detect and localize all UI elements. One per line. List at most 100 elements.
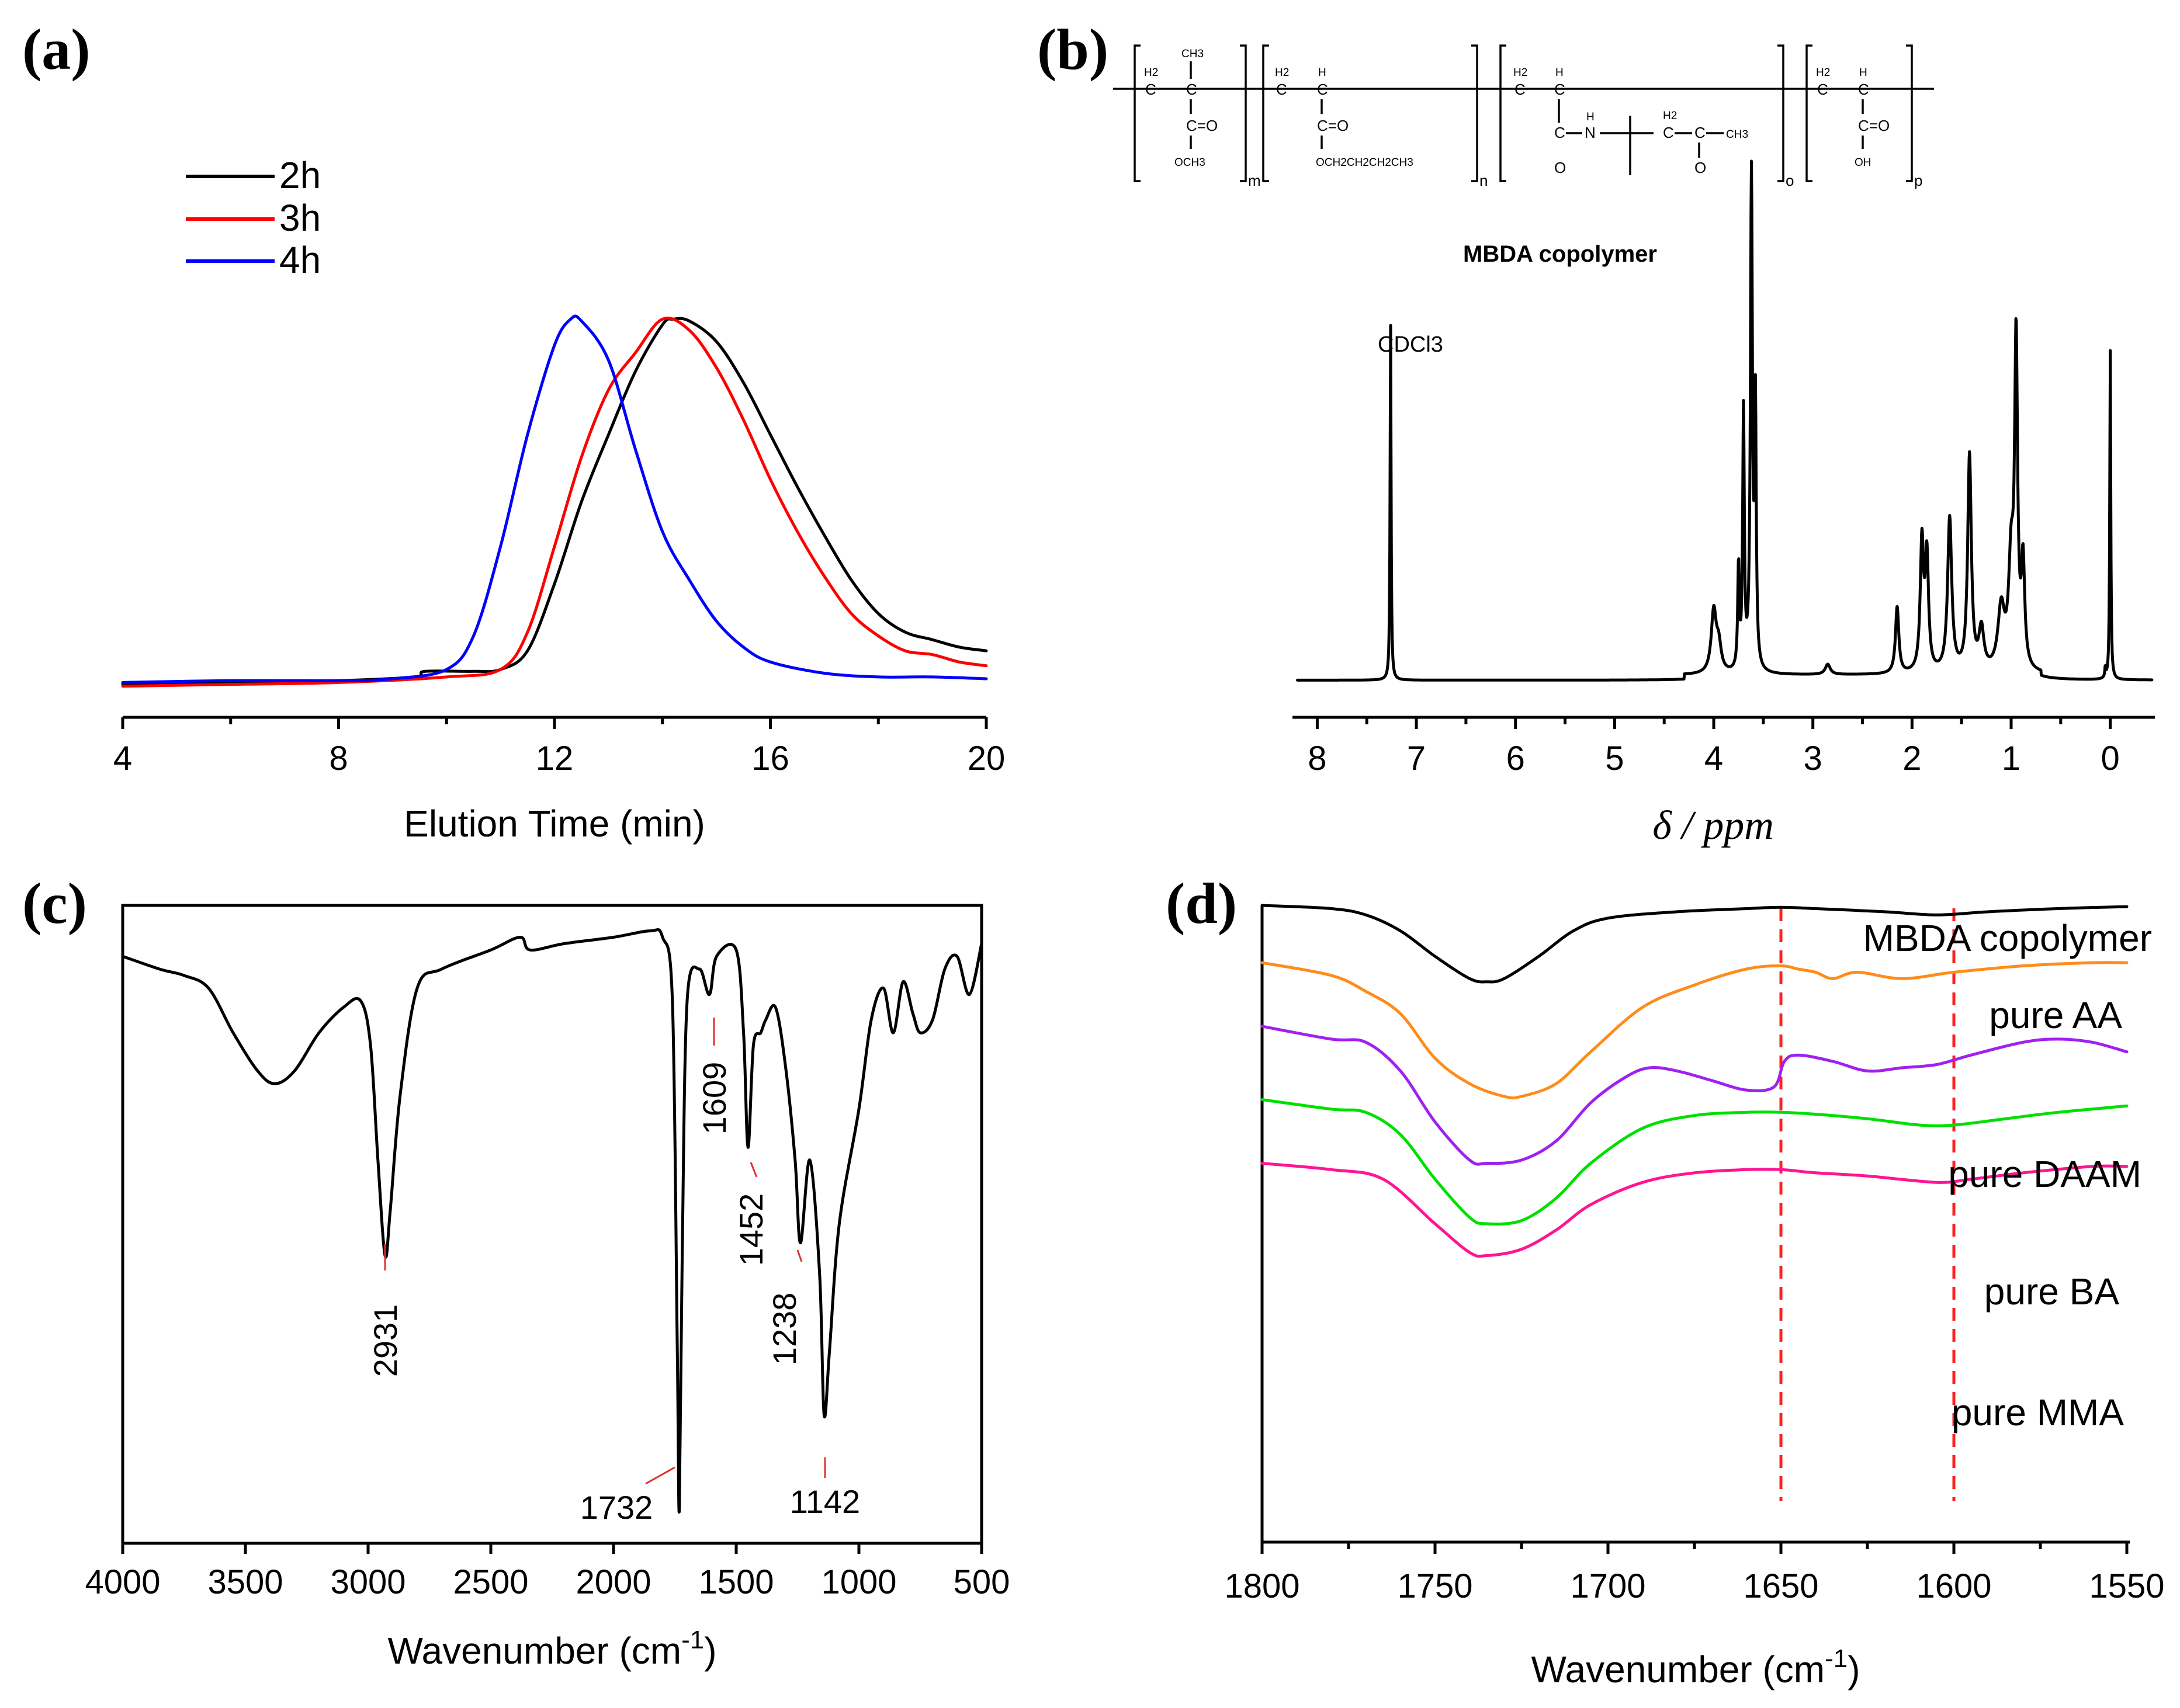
panel-c-x-label: Wavenumber (cm-1) (387, 1626, 716, 1672)
daam-c1: C (1514, 81, 1526, 98)
panel-c-x-label-text: Wavenumber (cm (387, 1630, 681, 1672)
panel-c-x-label-exp: -1 (681, 1626, 704, 1654)
panel-b-tick-label-6: 6 (1506, 740, 1525, 777)
aa-c2: C (1858, 81, 1869, 98)
daam-ch3: CH3 (1726, 129, 1748, 141)
panel-c-tick-label-4000: 4000 (85, 1563, 160, 1601)
panel-a-series (123, 316, 986, 686)
panel-b-tick-label-0: 0 (2101, 740, 2120, 777)
peak-label-1732: 1732 (580, 1489, 653, 1526)
panel-b-tick-label-8: 8 (1308, 740, 1326, 777)
mma-c2: C (1186, 81, 1197, 98)
daam-h: H (1555, 67, 1564, 79)
panel-c-series (123, 930, 982, 1512)
panel-a-gpc-chart: 4 8 12 16 20 Elution Time (min) 2h 3h 4h (113, 154, 1005, 845)
panel-d-ticks: 1800 1750 1700 1650 1600 1550 (1224, 1542, 2164, 1605)
panel-b-tick-label-3: 3 (1804, 740, 1822, 777)
panel-a-tick-label-16: 16 (751, 740, 789, 777)
aa-oh: OH (1855, 157, 1871, 169)
panel-b-tick-label-1: 1 (2002, 740, 2020, 777)
panel-a-tick-label-4: 4 (113, 740, 132, 777)
legend-label-3h: 3h (279, 197, 321, 239)
polymer-structure-drawing: m n o p H2 C CH3 C C=O OCH3 H2 C H C (1113, 46, 1934, 189)
peak-marker-1238 (798, 1250, 802, 1262)
panel-c-frame (123, 905, 982, 1543)
subscript-n: n (1479, 172, 1488, 189)
mma-carbonyl: C=O (1186, 117, 1218, 134)
subscript-p: p (1914, 172, 1922, 189)
panel-a-tick-label-8: 8 (329, 740, 348, 777)
panel-c-ticks: 4000 3500 3000 2500 2000 1500 1000 500 (85, 1542, 1010, 1601)
peak-label-2931: 2931 (367, 1304, 404, 1377)
panel-c-tick-label-2000: 2000 (576, 1563, 651, 1601)
bracket-o-left (1500, 46, 1506, 181)
daam-c2: C (1554, 81, 1565, 98)
peak-marker-1452 (751, 1162, 757, 1177)
panel-b-nmr-chart: 8 7 6 5 4 3 2 1 0 δ / ppm MBDA copolymer CDCl3 m… (1113, 46, 2155, 848)
legend-label-4h: 4h (279, 239, 321, 281)
daam-nh: H (1586, 111, 1595, 123)
panel-b-spectrum (1298, 161, 2152, 681)
panel-d-tick-label-1750: 1750 (1397, 1567, 1472, 1605)
panel-a-line-3h (123, 318, 986, 686)
panel-d-line-pure-DAAM (1262, 1026, 2127, 1164)
ba-carbonyl: C=O (1317, 117, 1349, 134)
panel-b-tick-label-4: 4 (1704, 740, 1723, 777)
panel-a-x-label: Elution Time (min) (404, 803, 705, 845)
panel-c-tick-label-500: 500 (954, 1563, 1010, 1601)
bracket-n-right (1471, 46, 1477, 181)
daam-h2: H2 (1513, 67, 1527, 79)
panel-d-x-label: Wavenumber (cm-1) (1531, 1644, 1860, 1690)
ba-c1: C (1276, 81, 1287, 98)
panel-d-x-label-close: ) (1848, 1648, 1860, 1690)
panel-c-annotations: 2931 1732 1609 1452 1238 1142 (367, 1018, 860, 1526)
series-label-pure-AA: pure AA (1989, 994, 2122, 1036)
aa-h2: H2 (1816, 67, 1830, 79)
panel-b-tick-label-7: 7 (1407, 740, 1426, 777)
daam-o2: O (1694, 159, 1706, 176)
legend-label-2h: 2h (279, 154, 321, 196)
panel-c-tick-label-2500: 2500 (453, 1563, 528, 1601)
panel-a-line-2h (123, 318, 986, 684)
panel-a-legend: 2h 3h 4h (186, 154, 321, 281)
panel-label-c: (c) (22, 871, 87, 936)
panel-b-title: MBDA copolymer (1463, 241, 1657, 267)
panel-d-x-label-exp: -1 (1825, 1644, 1848, 1673)
panel-b-tick-label-2: 2 (1902, 740, 1921, 777)
panel-d-tick-label-1550: 1550 (2089, 1567, 2164, 1605)
series-label-MBDA-copolymer: MBDA copolymer (1863, 917, 2152, 959)
panel-c-tick-label-3000: 3000 (330, 1563, 405, 1601)
aa-carbonyl: C=O (1858, 117, 1890, 134)
subscript-m: m (1248, 172, 1261, 189)
panel-c-tick-label-1500: 1500 (698, 1563, 774, 1601)
peak-marker-1732 (646, 1467, 675, 1484)
panel-label-a: (a) (22, 17, 91, 82)
daam-o1: O (1554, 159, 1566, 176)
mma-ch3: CH3 (1181, 48, 1204, 60)
aa-c1: C (1817, 81, 1828, 98)
series-label-pure-DAAM: pure DAAM (1948, 1153, 2141, 1195)
ba-obutyl: OCH2CH2CH2CH3 (1316, 157, 1413, 169)
panel-c-tick-label-1000: 1000 (821, 1563, 896, 1601)
bracket-m-right (1240, 46, 1246, 181)
panel-d-tick-label-1700: 1700 (1570, 1567, 1645, 1605)
bracket-o-right (1777, 46, 1783, 181)
panel-label-b: (b) (1037, 17, 1108, 82)
panel-a-tick-label-12: 12 (536, 740, 574, 777)
bracket-p-left (1807, 46, 1812, 181)
peak-label-1142: 1142 (790, 1483, 860, 1520)
series-label-pure-BA: pure BA (1984, 1270, 2120, 1313)
panel-d-x-label-text: Wavenumber (cm (1531, 1648, 1825, 1690)
bracket-p-right (1906, 46, 1912, 181)
daam-c4: C (1663, 124, 1674, 141)
panel-a-line-4h (123, 316, 986, 682)
panel-d-tick-label-1650: 1650 (1743, 1567, 1818, 1605)
daam-c3: C (1554, 124, 1565, 141)
series-label-pure-MMA: pure MMA (1952, 1391, 2124, 1433)
daam-h2b: H2 (1663, 110, 1677, 122)
bracket-m-left (1135, 46, 1141, 181)
mma-h2: H2 (1144, 67, 1158, 79)
panel-c-spectrum (123, 930, 982, 1512)
panel-c-x-label-close: ) (704, 1630, 716, 1672)
panel-d-ftir-chart: 1800 1750 1700 1650 1600 1550 MBDA copolymer p… (1224, 905, 2164, 1690)
